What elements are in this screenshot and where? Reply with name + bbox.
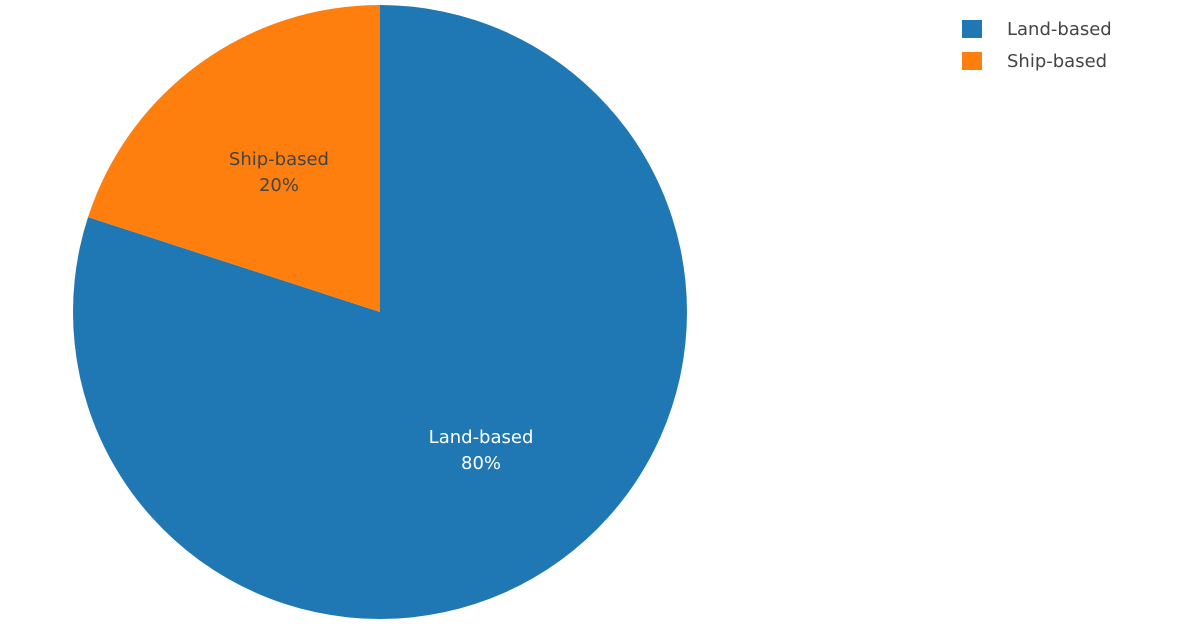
- slice-value-label: 80%: [461, 453, 501, 474]
- slice-value-label: 20%: [259, 175, 299, 196]
- legend-label: Ship-based: [1007, 51, 1107, 72]
- slice-category: Land-based: [429, 427, 534, 448]
- slice-label: Land-based 80%: [429, 427, 534, 474]
- legend-swatch: [962, 52, 982, 70]
- legend-swatch: [962, 20, 982, 38]
- slice-label: Ship-based 20%: [229, 149, 329, 196]
- pie-slice: [72, 5, 687, 620]
- pie-slice: [88, 5, 381, 312]
- legend-label: Land-based: [1007, 19, 1112, 40]
- slice-category: Ship-based: [229, 149, 329, 170]
